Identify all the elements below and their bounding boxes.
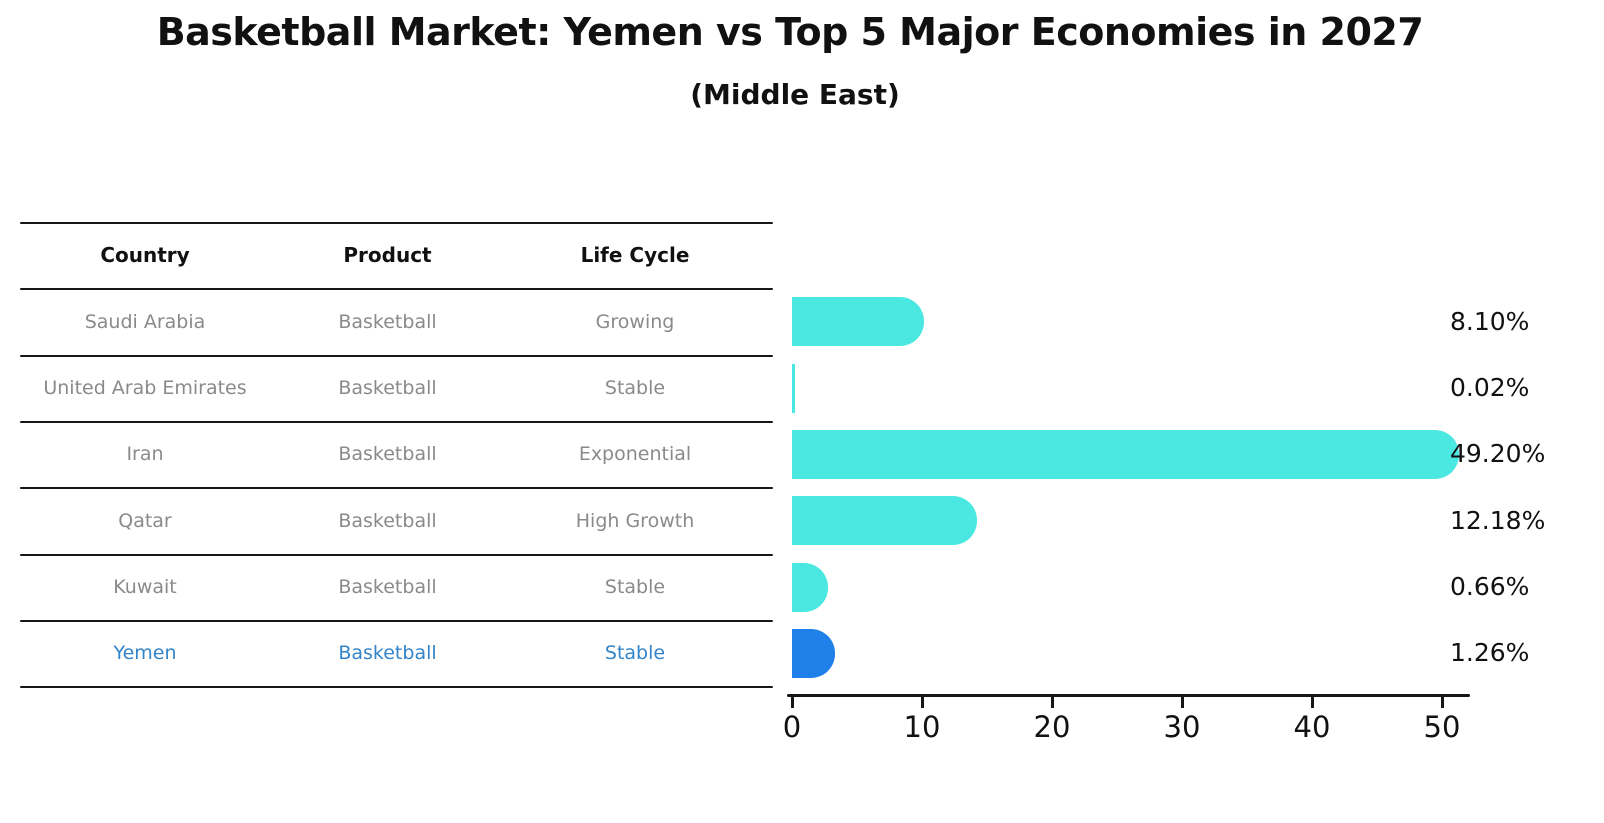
table-line-3 [20, 421, 773, 423]
table-line-0 [20, 222, 773, 224]
table-cell-saudi-arabia-life_cycle: Growing [595, 310, 675, 333]
table-cell-iran-product: Basketball [338, 443, 437, 465]
table-cell-yemen-life_cycle: Stable [604, 642, 666, 664]
table-line-1 [20, 288, 773, 290]
bar-yemen [792, 628, 835, 678]
x-axis-line [787, 694, 1470, 697]
table-line-5 [20, 554, 773, 556]
table-cell-qatar-country: Qatar [118, 509, 172, 532]
x-tick-mark-30 [1181, 697, 1184, 708]
x-tick-label-30: 30 [1163, 710, 1201, 744]
table-line-7 [20, 686, 773, 688]
table-line-4 [20, 487, 773, 489]
column-header-life-cycle: Life Cycle [580, 243, 690, 267]
table-cell-united-arab-emirates-life_cycle: Stable [604, 377, 666, 399]
x-tick-mark-20 [1051, 697, 1054, 708]
table-cell-kuwait-country: Kuwait [113, 576, 177, 598]
table-cell-qatar-product: Basketball [338, 509, 437, 532]
table-line-6 [20, 620, 773, 622]
x-tick-mark-0 [791, 697, 794, 708]
value-label-kuwait: 0.66% [1450, 572, 1530, 601]
chart-subtitle: (Middle East) [690, 78, 900, 111]
value-label-yemen: 1.26% [1450, 638, 1530, 667]
x-tick-label-20: 20 [1033, 710, 1071, 744]
table-cell-kuwait-life_cycle: Stable [604, 576, 666, 598]
table-cell-saudi-arabia-country: Saudi Arabia [84, 310, 206, 333]
table-line-2 [20, 355, 773, 357]
table-cell-yemen-product: Basketball [338, 642, 437, 664]
bar-kuwait [792, 562, 828, 612]
table-cell-united-arab-emirates-product: Basketball [338, 377, 437, 399]
bar-saudi-arabia [792, 297, 924, 346]
x-tick-mark-40 [1311, 697, 1314, 708]
table-cell-saudi-arabia-product: Basketball [338, 310, 437, 333]
value-label-saudi-arabia: 8.10% [1450, 306, 1530, 336]
value-label-qatar: 12.18% [1450, 505, 1546, 535]
table-cell-yemen-country: Yemen [113, 642, 177, 664]
x-tick-mark-10 [921, 697, 924, 708]
table-cell-iran-country: Iran [126, 443, 164, 465]
table-cell-iran-life_cycle: Exponential [578, 443, 692, 465]
bar-qatar [792, 496, 977, 545]
x-tick-label-0: 0 [782, 710, 802, 744]
value-label-iran: 49.20% [1450, 439, 1546, 468]
table-cell-kuwait-product: Basketball [338, 576, 437, 598]
column-header-country: Country [100, 243, 190, 267]
column-header-product: Product [343, 243, 432, 267]
table-cell-united-arab-emirates-country: United Arab Emirates [43, 377, 247, 399]
chart-title: Basketball Market: Yemen vs Top 5 Major … [156, 10, 1424, 54]
x-tick-mark-50 [1441, 697, 1444, 708]
bar-united-arab-emirates [792, 363, 795, 413]
table-cell-qatar-life_cycle: High Growth [575, 509, 695, 532]
bar-iran [792, 429, 1459, 479]
x-tick-label-40: 40 [1293, 710, 1331, 744]
x-tick-label-10: 10 [903, 710, 941, 744]
x-tick-label-50: 50 [1423, 710, 1461, 744]
value-label-united-arab-emirates: 0.02% [1450, 373, 1530, 402]
